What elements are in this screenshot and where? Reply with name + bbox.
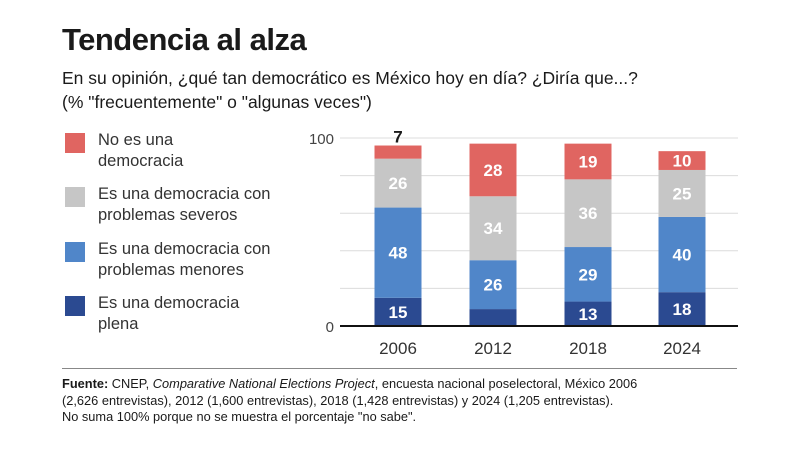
data-label: 29 bbox=[579, 265, 598, 284]
bar-segment bbox=[658, 216, 706, 293]
data-label: 13 bbox=[579, 305, 598, 324]
legend-label-line: problemas severos bbox=[98, 206, 238, 224]
legend-label: Es una democracia con problemas severos bbox=[98, 184, 298, 226]
bar-segment bbox=[374, 297, 422, 326]
footer-note: No suma 100% porque no se muestra el por… bbox=[62, 409, 417, 424]
subtitle-question: En su opinión, ¿qué tan democrático es M… bbox=[62, 68, 638, 88]
y-tick-label: 0 bbox=[326, 319, 334, 336]
data-label: 26 bbox=[389, 174, 408, 193]
data-label: 7 bbox=[393, 128, 402, 147]
bar-segment bbox=[564, 247, 612, 302]
data-label: 25 bbox=[673, 184, 692, 203]
source-text: , encuesta nacional poselectoral, México… bbox=[374, 376, 638, 391]
legend-swatch bbox=[65, 296, 85, 316]
bar-segment bbox=[374, 158, 422, 208]
source-label: Fuente: bbox=[62, 376, 109, 391]
data-label: 40 bbox=[673, 246, 692, 265]
subtitle-note: (% "frecuentemente" o "algunas veces") bbox=[62, 92, 372, 112]
source-text: CNEP, bbox=[108, 376, 153, 391]
data-label: 15 bbox=[389, 303, 408, 322]
bar-segment bbox=[469, 309, 517, 326]
data-label: 10 bbox=[673, 152, 692, 171]
legend-swatch bbox=[65, 133, 85, 153]
data-label: 28 bbox=[484, 161, 503, 180]
legend-swatch bbox=[65, 242, 85, 262]
legend-label-line: No es una bbox=[98, 131, 174, 149]
data-label: 26 bbox=[484, 276, 503, 295]
bar-segment bbox=[374, 145, 422, 159]
footer-source: Fuente: CNEP, Comparative National Elect… bbox=[62, 376, 752, 426]
bar-segment bbox=[658, 169, 706, 217]
bar-segment bbox=[374, 207, 422, 298]
bar-segment bbox=[658, 292, 706, 326]
chart-subtitle: En su opinión, ¿qué tan democrático es M… bbox=[62, 66, 638, 114]
legend-label-line: Es una democracia bbox=[98, 294, 240, 312]
legend-label: No es una democracia bbox=[98, 130, 298, 172]
legend-label-line: Es una democracia con bbox=[98, 185, 271, 203]
legend-label-line: Es una democracia con bbox=[98, 240, 271, 258]
legend-label: Es una democracia con problemas menores bbox=[98, 239, 298, 281]
bar-segment bbox=[658, 151, 706, 170]
data-label: 36 bbox=[579, 204, 598, 223]
data-label: 34 bbox=[484, 219, 503, 238]
footer-divider bbox=[62, 368, 737, 369]
y-tick-label: 100 bbox=[309, 131, 334, 148]
chart-title: Tendencia al alza bbox=[62, 22, 307, 57]
bar-segment bbox=[564, 143, 612, 180]
footer-line-1: Fuente: CNEP, Comparative National Elect… bbox=[62, 376, 752, 393]
bar-segment bbox=[564, 179, 612, 248]
bar-segment bbox=[469, 196, 517, 261]
legend-label: Es una democracia plena bbox=[98, 293, 298, 335]
x-tick-label: 2006 bbox=[379, 339, 417, 358]
x-tick-label: 2024 bbox=[663, 339, 701, 358]
x-tick-label: 2018 bbox=[569, 339, 607, 358]
bar-segment bbox=[469, 260, 517, 310]
x-tick-label: 2012 bbox=[474, 339, 512, 358]
legend-label-line: problemas menores bbox=[98, 261, 244, 279]
legend-swatch bbox=[65, 187, 85, 207]
data-label: 48 bbox=[389, 244, 408, 263]
data-label: 19 bbox=[579, 153, 598, 172]
data-label: 18 bbox=[673, 300, 692, 319]
legend-label-line: plena bbox=[98, 315, 139, 333]
footer-line-2: (2,626 entrevistas), 2012 (1,600 entrevi… bbox=[62, 392, 614, 408]
legend-label-line: democracia bbox=[98, 152, 184, 170]
bar-segment bbox=[469, 143, 517, 197]
source-project-name: Comparative National Elections Project bbox=[152, 376, 375, 391]
bar-segment bbox=[564, 301, 612, 326]
